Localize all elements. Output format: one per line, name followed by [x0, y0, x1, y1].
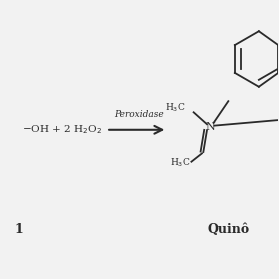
Text: 1: 1	[14, 223, 23, 236]
Text: Peroxidase: Peroxidase	[115, 110, 164, 119]
Text: H$_3$C: H$_3$C	[165, 101, 185, 114]
Text: H$_3$C: H$_3$C	[170, 157, 191, 169]
Text: Quinô: Quinô	[207, 223, 249, 236]
Text: $-$OH + 2 H$_2$O$_2$: $-$OH + 2 H$_2$O$_2$	[22, 123, 102, 136]
Text: N: N	[205, 122, 215, 132]
